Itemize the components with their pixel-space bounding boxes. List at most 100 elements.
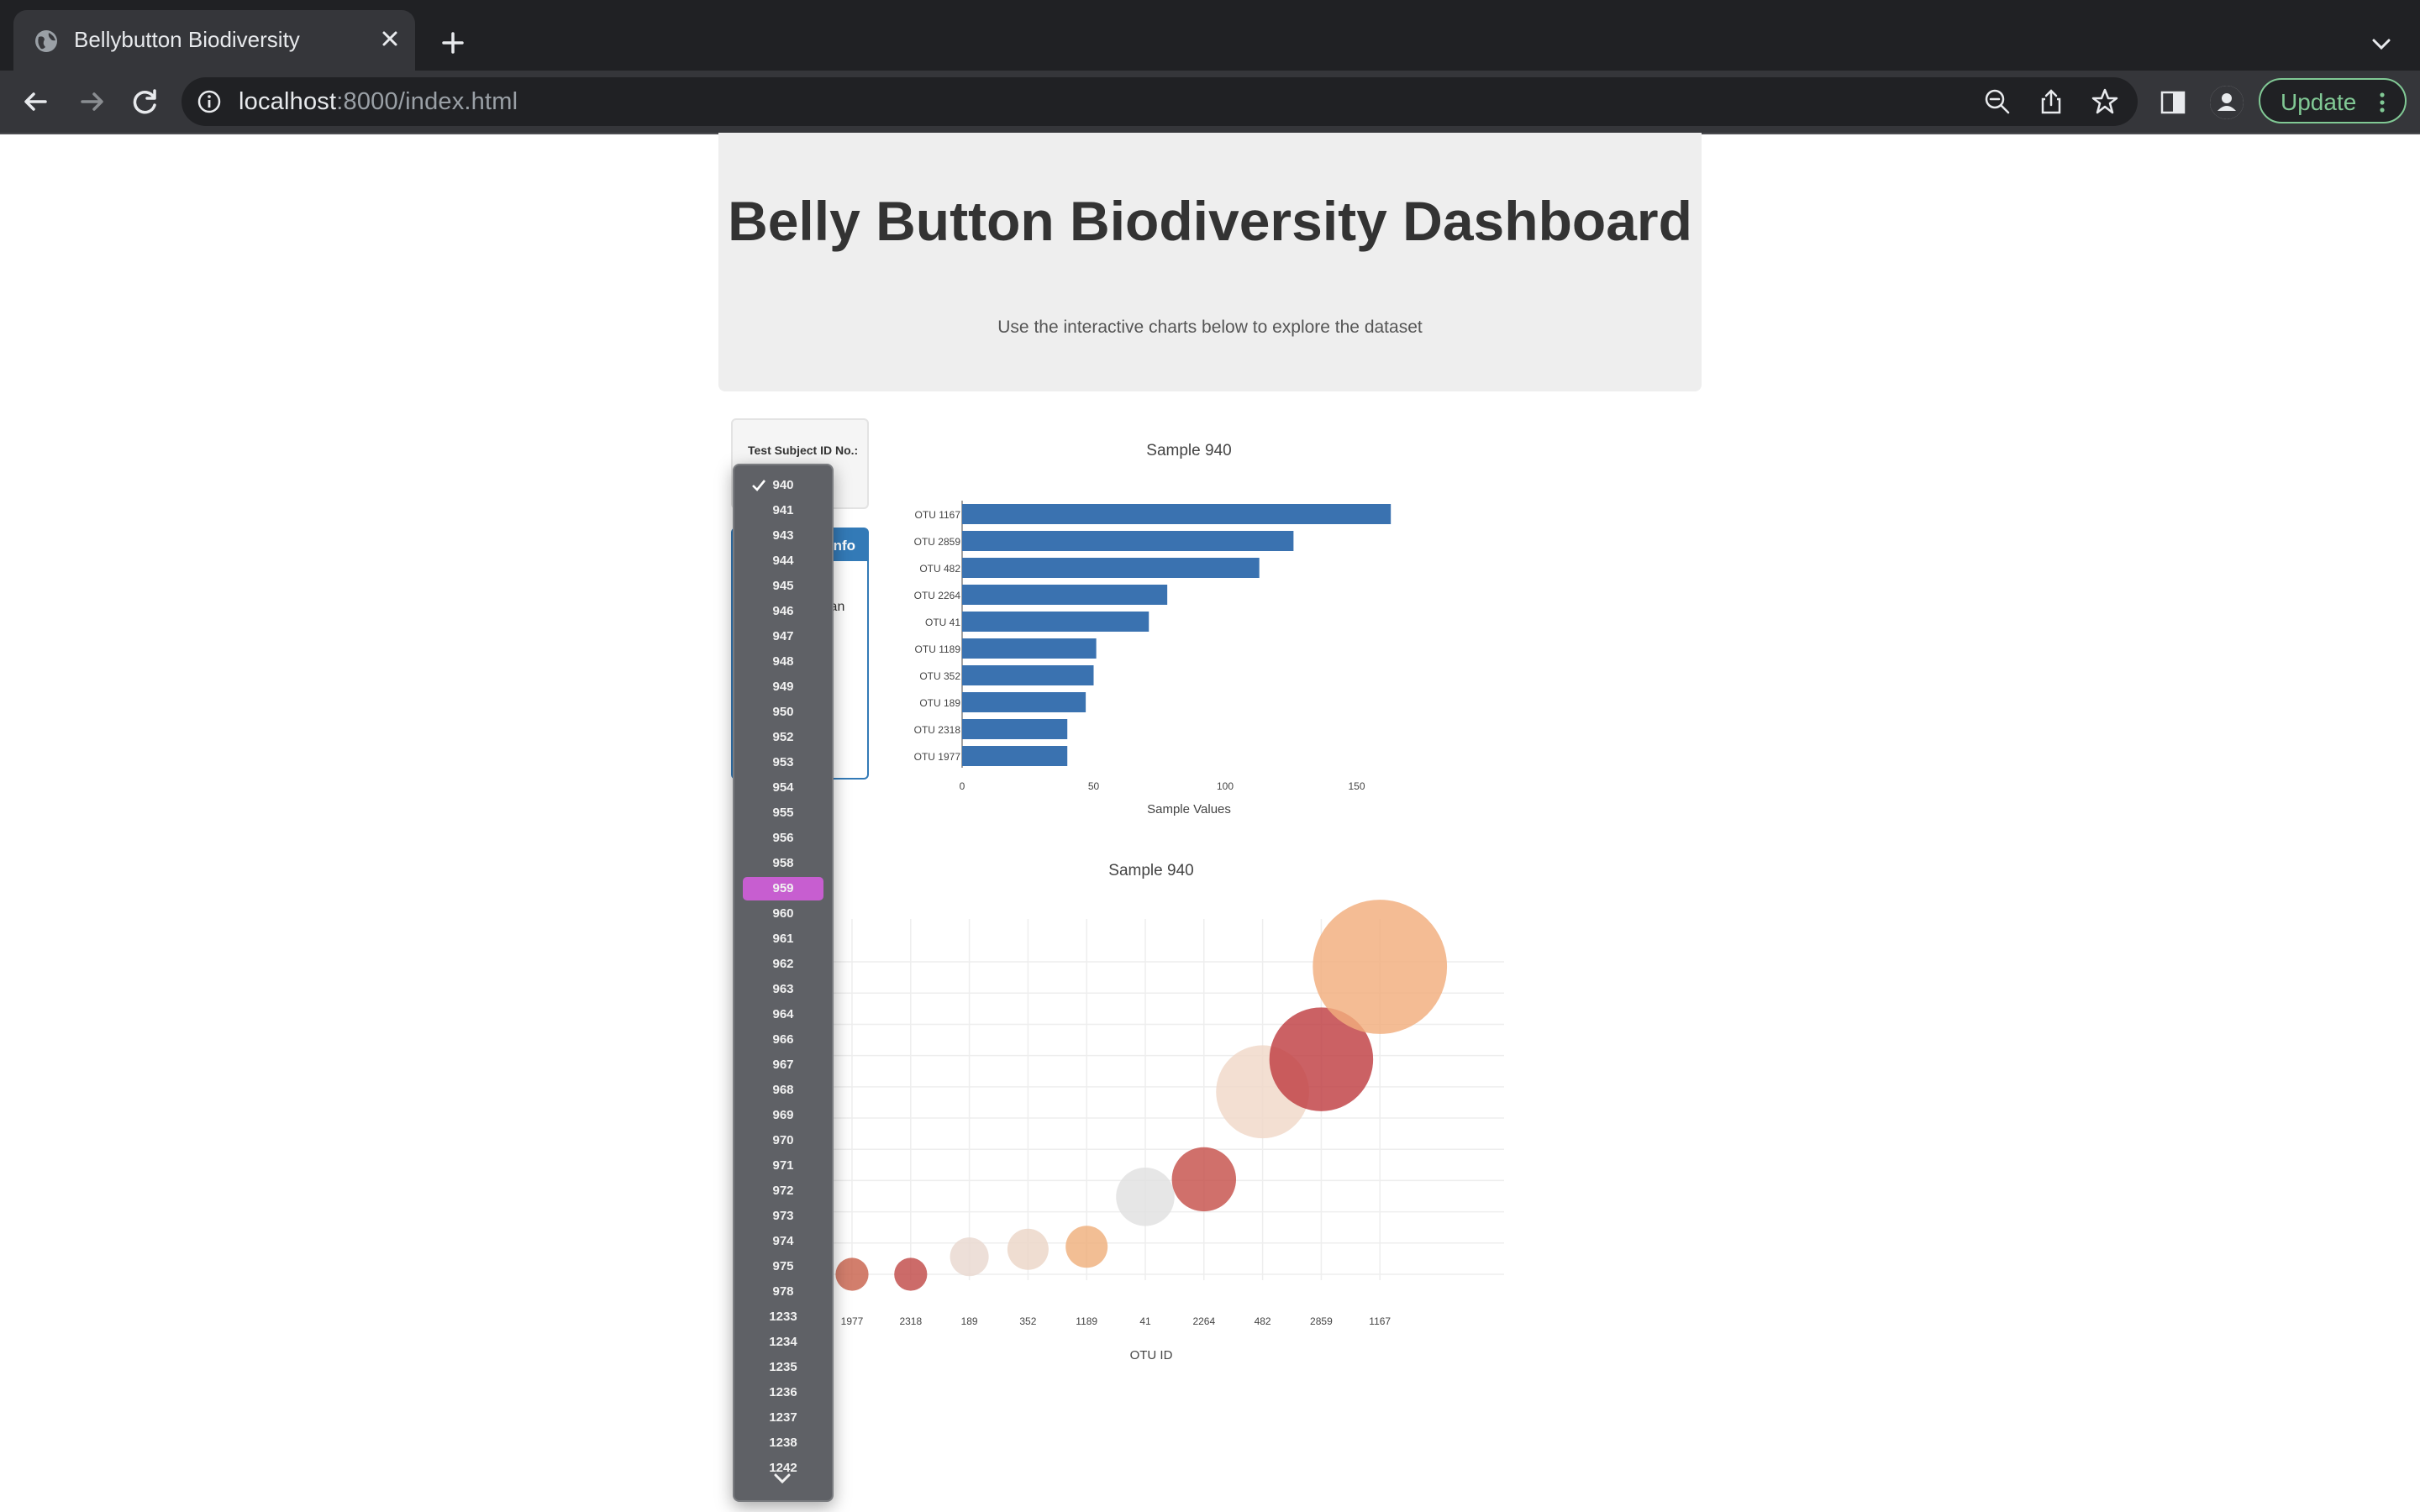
bubble-x-tick-label: 1977 (841, 1315, 864, 1327)
dropdown-option[interactable]: 952 (772, 730, 794, 744)
bar-x-tick-label: 150 (1348, 780, 1365, 792)
browser-tab[interactable]: Bellybutton Biodiversity (13, 10, 415, 71)
dropdown-option[interactable]: 941 (772, 503, 794, 517)
bar-category-label: OTU 2318 (914, 724, 961, 736)
dropdown-option[interactable]: 1237 (769, 1410, 797, 1425)
share-icon[interactable] (2037, 87, 2065, 116)
bar[interactable] (962, 531, 1294, 551)
bar-category-label: OTU 352 (919, 670, 960, 682)
scroll-down-chevron-icon[interactable] (771, 1470, 793, 1487)
dropdown-option[interactable]: 940 (743, 474, 823, 497)
new-tab-plus-icon[interactable] (434, 24, 472, 62)
bubble-x-tick-label: 1189 (1076, 1315, 1097, 1327)
dropdown-option[interactable]: 1235 (769, 1360, 797, 1374)
forward-arrow-icon[interactable] (72, 82, 111, 121)
bar-category-label: OTU 2264 (914, 590, 961, 601)
chevron-down-icon[interactable] (2366, 29, 2396, 59)
zoom-out-icon[interactable] (1983, 87, 2012, 116)
dropdown-option[interactable]: 948 (772, 654, 794, 669)
browser-tab-strip: Bellybutton Biodiversity (0, 0, 2420, 71)
dropdown-option[interactable]: 1238 (769, 1436, 797, 1450)
bar[interactable] (962, 665, 1094, 685)
dropdown-option[interactable]: 963 (772, 982, 794, 996)
dropdown-option[interactable]: 1236 (769, 1385, 797, 1399)
dropdown-option[interactable]: 975 (772, 1259, 794, 1273)
dropdown-option[interactable]: 978 (772, 1284, 794, 1299)
bubble[interactable] (1269, 1007, 1374, 1111)
bubble[interactable] (1313, 900, 1448, 1034)
dropdown-option[interactable]: 943 (772, 528, 794, 543)
dropdown-option[interactable]: 960 (772, 906, 794, 921)
dropdown-option[interactable]: 974 (772, 1234, 794, 1248)
bubble-x-tick-label: 1167 (1369, 1315, 1391, 1327)
bubble[interactable] (1007, 1228, 1049, 1270)
back-arrow-icon[interactable] (17, 82, 55, 121)
dropdown-option[interactable]: 964 (772, 1007, 794, 1021)
dropdown-option[interactable]: 967 (772, 1058, 794, 1072)
url-text: localhost:8000/index.html (239, 88, 518, 115)
bubble-x-tick-label: 189 (961, 1315, 978, 1327)
bubble[interactable] (1116, 1167, 1175, 1226)
bar[interactable] (962, 746, 1068, 766)
bubble[interactable] (835, 1257, 869, 1291)
bookmark-star-icon[interactable] (2091, 87, 2119, 116)
bar[interactable] (962, 719, 1068, 739)
dropdown-option[interactable]: 945 (772, 579, 794, 593)
more-vert-icon[interactable] (2378, 92, 2386, 113)
dropdown-option[interactable]: 950 (772, 705, 794, 719)
bubble-x-tick-label: 2318 (899, 1315, 922, 1327)
dropdown-option[interactable]: 1233 (769, 1310, 797, 1324)
update-button[interactable]: Update (2259, 78, 2407, 123)
reload-icon[interactable] (126, 82, 165, 121)
dropdown-option[interactable]: 949 (772, 680, 794, 694)
bar[interactable] (962, 692, 1086, 712)
bar[interactable] (962, 558, 1260, 578)
bar[interactable] (962, 612, 1150, 632)
bar[interactable] (962, 585, 1168, 605)
site-info-icon[interactable] (197, 89, 222, 114)
subject-id-dropdown[interactable]: 1242 1238 1237 1236 1235 1234 1233 978 975 974 973… (733, 464, 834, 1502)
bar-x-tick-label: 0 (960, 780, 965, 792)
bar[interactable] (962, 504, 1392, 524)
side-panel-icon[interactable] (2158, 87, 2188, 118)
bubble[interactable] (894, 1257, 928, 1291)
bubble[interactable] (950, 1237, 989, 1277)
dropdown-option[interactable]: 1242 (769, 1461, 797, 1475)
bar-category-label: OTU 189 (919, 697, 960, 709)
dropdown-option[interactable]: 969 (772, 1108, 794, 1122)
dropdown-option[interactable]: 958 (772, 856, 794, 870)
panel-title: Info (829, 538, 855, 554)
dropdown-option[interactable]: 966 (772, 1032, 794, 1047)
dropdown-option[interactable]: 946 (772, 604, 794, 618)
dropdown-option[interactable]: 968 (772, 1083, 794, 1097)
dropdown-option[interactable]: 972 (772, 1184, 794, 1198)
dropdown-option[interactable]: 944 (772, 554, 794, 568)
bar-category-label: OTU 1189 (915, 643, 961, 655)
dropdown-option[interactable]: 962 (772, 957, 794, 971)
bar-category-label: OTU 482 (919, 563, 960, 575)
dropdown-option[interactable]: 973 (772, 1209, 794, 1223)
bubble-x-tick-label: 352 (1019, 1315, 1036, 1327)
bar-category-label: OTU 41 (925, 617, 960, 628)
bubble-x-tick-label: 2264 (1192, 1315, 1215, 1327)
dropdown-option[interactable]: 971 (772, 1158, 794, 1173)
bubble-chart: Sample 940 1977 2318 189 352 1189 41 2264 482 28… (792, 862, 1504, 1362)
bar-category-label: OTU 1977 (914, 751, 961, 763)
bar[interactable] (962, 638, 1097, 659)
dropdown-option[interactable]: 955 (772, 806, 794, 820)
tab-title: Bellybutton Biodiversity (74, 27, 300, 52)
dropdown-option[interactable]: 970 (772, 1133, 794, 1147)
dropdown-option[interactable]: 947 (772, 629, 794, 643)
dropdown-option[interactable]: 961 (772, 932, 794, 946)
dropdown-option[interactable]: 953 (772, 755, 794, 769)
address-bar[interactable]: localhost:8000/index.html (182, 77, 2138, 126)
profile-avatar[interactable] (2210, 86, 2244, 119)
bubble[interactable] (1065, 1226, 1108, 1268)
bubble[interactable] (1171, 1147, 1237, 1212)
dropdown-option[interactable]: 1234 (769, 1335, 797, 1349)
close-icon[interactable] (375, 24, 405, 54)
dropdown-option[interactable]: 956 (772, 831, 794, 845)
select-label: Test Subject ID No.: (748, 444, 859, 457)
dropdown-option[interactable]: 954 (772, 780, 794, 795)
dropdown-option[interactable]: 959 (743, 877, 823, 900)
